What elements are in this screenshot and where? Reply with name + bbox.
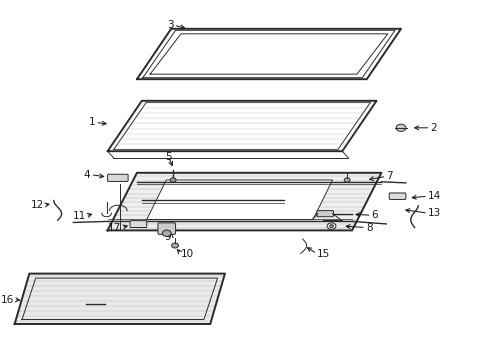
Text: 16: 16 <box>0 294 14 305</box>
FancyBboxPatch shape <box>107 174 128 181</box>
FancyBboxPatch shape <box>316 211 333 217</box>
Text: 3: 3 <box>166 20 173 30</box>
Polygon shape <box>146 180 332 220</box>
Circle shape <box>171 243 178 248</box>
Text: 2: 2 <box>429 123 436 133</box>
Text: 11: 11 <box>72 211 85 221</box>
FancyBboxPatch shape <box>158 223 175 234</box>
Text: 15: 15 <box>316 249 329 259</box>
Text: 9: 9 <box>164 232 171 242</box>
Text: 12: 12 <box>31 200 44 210</box>
Text: 14: 14 <box>427 191 440 201</box>
Circle shape <box>344 178 349 182</box>
Text: 17: 17 <box>108 222 121 233</box>
Text: 5: 5 <box>165 152 172 162</box>
Circle shape <box>170 178 176 182</box>
FancyBboxPatch shape <box>130 221 146 228</box>
Text: 1: 1 <box>88 117 95 127</box>
Text: 6: 6 <box>371 210 378 220</box>
Circle shape <box>329 225 333 228</box>
Circle shape <box>162 230 171 237</box>
Polygon shape <box>107 173 381 230</box>
Text: 13: 13 <box>427 208 440 218</box>
Text: 10: 10 <box>181 249 194 259</box>
Text: 4: 4 <box>83 170 90 180</box>
Text: 8: 8 <box>365 222 372 233</box>
Circle shape <box>395 124 405 131</box>
FancyBboxPatch shape <box>388 193 405 199</box>
Polygon shape <box>15 274 224 324</box>
Text: 7: 7 <box>386 171 392 181</box>
